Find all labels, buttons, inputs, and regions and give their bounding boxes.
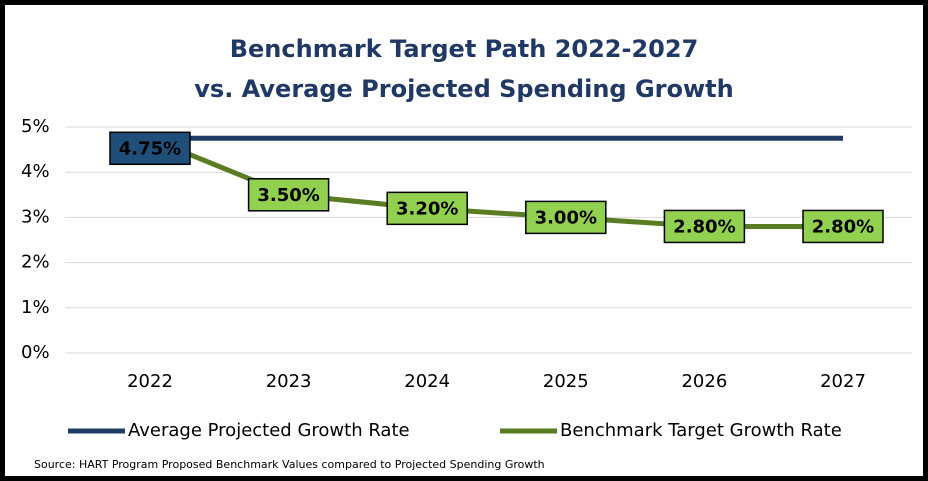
data-label-box	[247, 178, 330, 212]
x-tick-label: 2023	[266, 371, 312, 392]
y-tick-label: 0%	[21, 342, 50, 363]
x-tick-label: 2022	[127, 371, 173, 392]
data-label: 3.20%	[396, 198, 458, 219]
x-tick-label: 2025	[543, 371, 589, 392]
data-label-box	[663, 209, 746, 244]
data-label-box	[109, 131, 191, 166]
data-label-box	[802, 209, 884, 244]
data-label: 2.80%	[812, 216, 874, 237]
x-tick-label: 2024	[404, 371, 450, 392]
data-label-box	[525, 200, 607, 235]
y-tick-label: 1%	[21, 297, 50, 318]
x-tick-label: 2027	[820, 371, 866, 392]
data-label: 4.75%	[119, 138, 181, 159]
legend-label: Benchmark Target Growth Rate	[560, 420, 842, 441]
y-tick-label: 2%	[21, 252, 50, 273]
data-label: 2.80%	[673, 216, 735, 237]
x-tick-label: 2026	[681, 371, 727, 392]
y-tick-label: 4%	[21, 161, 50, 182]
chart-title: Benchmark Target Path 2022-2027	[230, 35, 699, 63]
source-note: Source: HART Program Proposed Benchmark …	[34, 458, 545, 471]
chart-title: vs. Average Projected Spending Growth	[194, 75, 733, 103]
data-label: 3.00%	[535, 207, 597, 228]
data-label-box	[386, 191, 468, 226]
legend-label: Average Projected Growth Rate	[128, 420, 410, 441]
y-tick-label: 5%	[21, 116, 50, 137]
data-label: 3.50%	[257, 185, 319, 206]
y-tick-label: 3%	[21, 206, 50, 227]
